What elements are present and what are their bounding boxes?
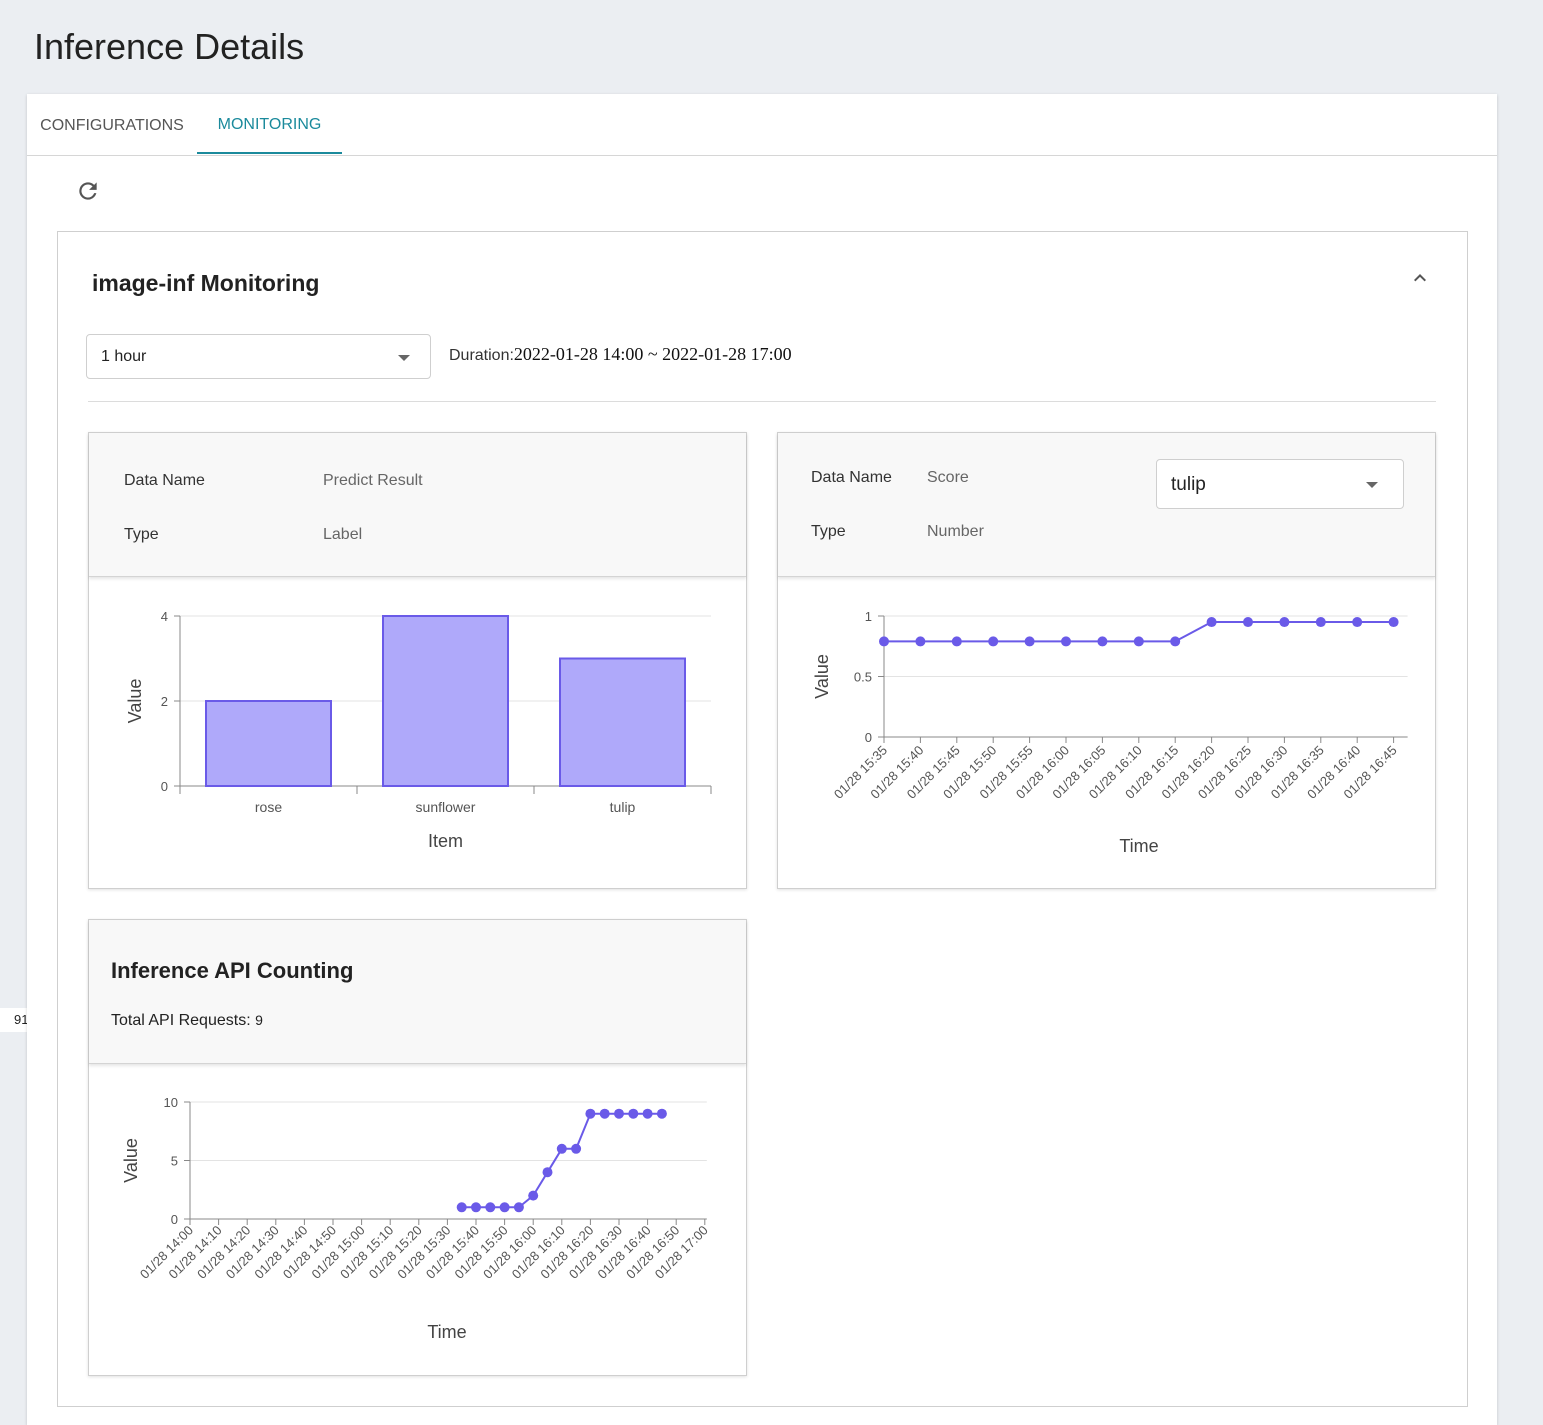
duration-label: Duration: — [449, 347, 514, 364]
data-point — [879, 636, 889, 647]
bar — [559, 657, 686, 787]
data-point — [1097, 636, 1108, 647]
tab-monitoring[interactable]: MONITORING — [217, 116, 322, 133]
caret-down-icon — [398, 355, 410, 361]
label-select[interactable]: tulip — [1156, 459, 1404, 509]
data-name-key: Data Name — [124, 472, 205, 489]
type-key: Type — [811, 523, 846, 540]
predict-result-card: Data Name Predict Result Type Label 0 2 4 r… — [88, 432, 747, 889]
data-point — [571, 1143, 582, 1154]
refresh-icon[interactable] — [75, 178, 101, 204]
y-tick-label: 1 — [865, 609, 872, 624]
chevron-up-icon[interactable] — [1408, 266, 1432, 290]
api-counting-title: Inference API Counting — [111, 958, 354, 983]
data-point — [1315, 617, 1326, 628]
type-value: Number — [927, 523, 984, 540]
data-point — [988, 636, 999, 647]
monitoring-panel: image-inf Monitoring 1 hour Duration:202… — [57, 231, 1468, 1407]
bar — [382, 615, 509, 787]
y-tick-label: 5 — [171, 1154, 178, 1169]
x-tick-label: rose — [255, 799, 282, 815]
duration-value: 2022-01-28 14:00 ~ 2022-01-28 17:00 — [513, 344, 792, 364]
api-total-label: Total API Requests: — [111, 1012, 251, 1029]
divider — [88, 401, 1436, 402]
score-card: Data Name Score Type Number tulip 0 0.5 1 0… — [777, 432, 1436, 889]
data-point — [1243, 617, 1253, 628]
bar — [205, 700, 332, 787]
type-value: Label — [323, 526, 363, 543]
y-axis-label: Value — [125, 679, 145, 724]
data-point — [599, 1108, 610, 1119]
data-point — [585, 1108, 596, 1119]
api-counting-header: Inference API Counting Total API Request… — [89, 920, 746, 1064]
caret-down-icon — [1366, 482, 1378, 488]
data-name-value: Score — [927, 469, 969, 486]
data-point — [951, 636, 962, 647]
main-card: CONFIGURATIONS MONITORING image-inf Moni… — [27, 94, 1497, 1425]
y-tick-label: 0 — [865, 730, 872, 745]
time-range-select[interactable]: 1 hour — [86, 334, 431, 379]
y-tick-label: 0 — [161, 779, 168, 794]
time-range-value: 1 hour — [101, 348, 147, 365]
tab-active-indicator — [197, 152, 342, 154]
data-point — [456, 1202, 467, 1213]
duration: Duration:2022-01-28 14:00 ~ 2022-01-28 1… — [449, 344, 792, 365]
y-tick-label: 0.5 — [854, 670, 872, 685]
y-tick-label: 2 — [161, 694, 168, 709]
panel-title: image-inf Monitoring — [92, 270, 320, 296]
page-title: Inference Details — [34, 26, 305, 67]
data-point — [485, 1202, 496, 1213]
data-point — [542, 1167, 553, 1178]
data-point — [1133, 636, 1144, 647]
data-point — [1279, 617, 1290, 628]
data-point — [499, 1202, 510, 1213]
x-axis-label: Time — [427, 1322, 466, 1342]
tab-configurations[interactable]: CONFIGURATIONS — [40, 117, 184, 134]
score-header: Data Name Score Type Number tulip — [778, 433, 1435, 577]
data-name-key: Data Name — [811, 469, 892, 486]
data-point — [628, 1108, 639, 1119]
x-tick-label: sunflower — [416, 799, 476, 815]
data-point — [556, 1143, 567, 1154]
bar-chart: 0 2 4 rose sunflower tulip Item Value — [125, 609, 712, 851]
y-axis-label: Value — [812, 654, 832, 699]
data-point — [1170, 636, 1181, 647]
y-tick-label: 4 — [161, 609, 168, 624]
data-point — [915, 636, 926, 647]
data-point — [1352, 617, 1363, 628]
data-point — [1388, 617, 1399, 628]
data-name-value: Predict Result — [323, 472, 423, 489]
tab-bar: CONFIGURATIONS MONITORING — [27, 94, 1497, 156]
data-point — [1061, 636, 1071, 647]
data-point — [471, 1202, 481, 1213]
data-point — [513, 1202, 524, 1213]
data-point — [1024, 636, 1035, 647]
y-tick-label: 10 — [164, 1095, 178, 1110]
y-axis-label: Value — [121, 1138, 141, 1183]
data-point — [614, 1108, 624, 1119]
predict-result-header: Data Name Predict Result Type Label — [89, 433, 746, 577]
data-point — [528, 1190, 539, 1201]
x-axis-label: Item — [428, 831, 463, 851]
x-axis-label: Time — [1119, 836, 1158, 856]
y-tick-label: 0 — [171, 1212, 178, 1227]
data-point — [1206, 617, 1217, 628]
label-select-value: tulip — [1171, 474, 1206, 495]
x-tick-label: tulip — [610, 799, 636, 815]
type-key: Type — [124, 526, 159, 543]
data-point — [656, 1108, 667, 1119]
api-total-value: 9 — [255, 1012, 263, 1028]
api-counting-card: Inference API Counting Total API Request… — [88, 919, 747, 1376]
api-total: Total API Requests: 9 — [111, 1012, 263, 1030]
data-point — [642, 1108, 653, 1119]
